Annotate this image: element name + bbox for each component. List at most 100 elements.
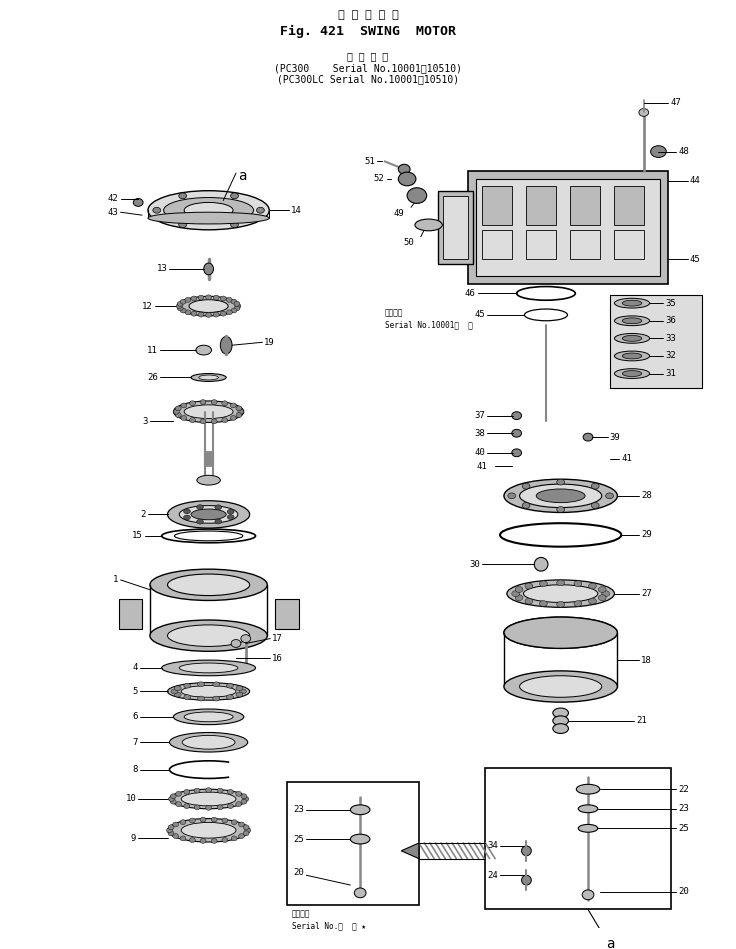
Ellipse shape bbox=[227, 297, 233, 303]
Text: 適用号機: 適用号機 bbox=[385, 308, 403, 317]
Ellipse shape bbox=[241, 635, 251, 642]
Text: 19: 19 bbox=[264, 338, 275, 346]
Ellipse shape bbox=[556, 602, 565, 607]
Ellipse shape bbox=[350, 834, 370, 844]
Ellipse shape bbox=[591, 503, 599, 509]
Ellipse shape bbox=[525, 598, 533, 605]
Text: 46: 46 bbox=[465, 288, 475, 298]
Ellipse shape bbox=[574, 601, 581, 606]
Ellipse shape bbox=[525, 583, 533, 589]
Text: 7: 7 bbox=[132, 737, 138, 747]
Ellipse shape bbox=[177, 306, 183, 311]
Ellipse shape bbox=[168, 819, 250, 842]
Ellipse shape bbox=[239, 689, 247, 694]
Ellipse shape bbox=[512, 590, 520, 597]
Bar bbox=[475, 179, 660, 276]
Text: 9: 9 bbox=[131, 833, 136, 843]
Text: 37: 37 bbox=[475, 411, 485, 420]
Ellipse shape bbox=[171, 689, 178, 694]
Ellipse shape bbox=[504, 479, 618, 512]
Ellipse shape bbox=[222, 838, 227, 843]
Text: Serial No.・  ～ ★: Serial No.・ ～ ★ bbox=[291, 921, 366, 930]
Ellipse shape bbox=[204, 263, 213, 275]
Ellipse shape bbox=[515, 595, 523, 601]
Ellipse shape bbox=[180, 820, 186, 825]
Ellipse shape bbox=[615, 368, 650, 379]
Ellipse shape bbox=[148, 213, 269, 224]
Ellipse shape bbox=[213, 295, 219, 300]
Ellipse shape bbox=[415, 219, 442, 231]
Ellipse shape bbox=[231, 299, 237, 304]
Text: 18: 18 bbox=[641, 656, 651, 664]
Ellipse shape bbox=[234, 302, 240, 307]
Ellipse shape bbox=[180, 663, 238, 673]
Ellipse shape bbox=[398, 172, 416, 186]
Ellipse shape bbox=[238, 409, 244, 414]
Ellipse shape bbox=[222, 400, 227, 405]
Ellipse shape bbox=[184, 695, 191, 699]
Text: 11: 11 bbox=[147, 345, 158, 355]
Ellipse shape bbox=[504, 671, 618, 702]
Ellipse shape bbox=[556, 507, 565, 512]
Ellipse shape bbox=[245, 828, 251, 832]
Ellipse shape bbox=[200, 419, 206, 424]
Bar bbox=[482, 186, 512, 225]
Ellipse shape bbox=[184, 683, 191, 688]
Bar bbox=[443, 195, 468, 259]
Text: 50: 50 bbox=[403, 238, 414, 247]
Ellipse shape bbox=[236, 791, 241, 796]
Ellipse shape bbox=[174, 409, 180, 414]
Ellipse shape bbox=[169, 733, 248, 752]
Ellipse shape bbox=[197, 475, 220, 485]
Ellipse shape bbox=[162, 661, 255, 676]
Ellipse shape bbox=[553, 724, 568, 734]
Ellipse shape bbox=[231, 836, 237, 841]
Ellipse shape bbox=[220, 336, 232, 354]
Ellipse shape bbox=[175, 406, 181, 411]
Ellipse shape bbox=[197, 697, 205, 701]
Ellipse shape bbox=[215, 519, 222, 524]
Ellipse shape bbox=[243, 796, 249, 801]
Ellipse shape bbox=[163, 197, 254, 223]
Text: 4: 4 bbox=[132, 663, 138, 673]
Ellipse shape bbox=[227, 514, 234, 519]
Ellipse shape bbox=[179, 193, 187, 198]
Ellipse shape bbox=[191, 296, 197, 301]
Ellipse shape bbox=[257, 207, 264, 214]
Ellipse shape bbox=[213, 681, 219, 687]
Text: 14: 14 bbox=[291, 206, 302, 214]
Text: 16: 16 bbox=[272, 654, 283, 662]
Ellipse shape bbox=[174, 401, 244, 422]
Ellipse shape bbox=[174, 692, 181, 697]
Text: (PC300    Serial No.10001～10510): (PC300 Serial No.10001～10510) bbox=[274, 64, 462, 74]
Text: 24: 24 bbox=[487, 871, 498, 880]
Text: 20: 20 bbox=[678, 887, 689, 897]
Bar bbox=[609, 295, 702, 388]
Text: 6: 6 bbox=[132, 713, 138, 721]
Ellipse shape bbox=[235, 304, 241, 308]
Ellipse shape bbox=[520, 676, 602, 698]
Ellipse shape bbox=[615, 316, 650, 326]
Ellipse shape bbox=[197, 505, 203, 510]
Ellipse shape bbox=[150, 620, 267, 651]
Text: 47: 47 bbox=[670, 98, 681, 107]
Ellipse shape bbox=[591, 483, 599, 489]
Ellipse shape bbox=[180, 299, 186, 304]
Ellipse shape bbox=[183, 515, 191, 520]
Ellipse shape bbox=[181, 403, 187, 408]
Ellipse shape bbox=[180, 836, 186, 841]
Text: 28: 28 bbox=[641, 492, 651, 500]
Ellipse shape bbox=[651, 146, 666, 158]
Text: 41: 41 bbox=[476, 462, 487, 471]
Ellipse shape bbox=[407, 188, 427, 203]
Ellipse shape bbox=[184, 405, 233, 419]
Ellipse shape bbox=[227, 804, 233, 809]
Ellipse shape bbox=[197, 681, 205, 687]
Ellipse shape bbox=[507, 580, 615, 607]
Text: 38: 38 bbox=[475, 429, 485, 437]
Ellipse shape bbox=[227, 510, 234, 514]
Ellipse shape bbox=[598, 586, 606, 592]
Ellipse shape bbox=[183, 509, 191, 513]
Ellipse shape bbox=[191, 311, 197, 316]
Text: 25: 25 bbox=[678, 824, 689, 833]
